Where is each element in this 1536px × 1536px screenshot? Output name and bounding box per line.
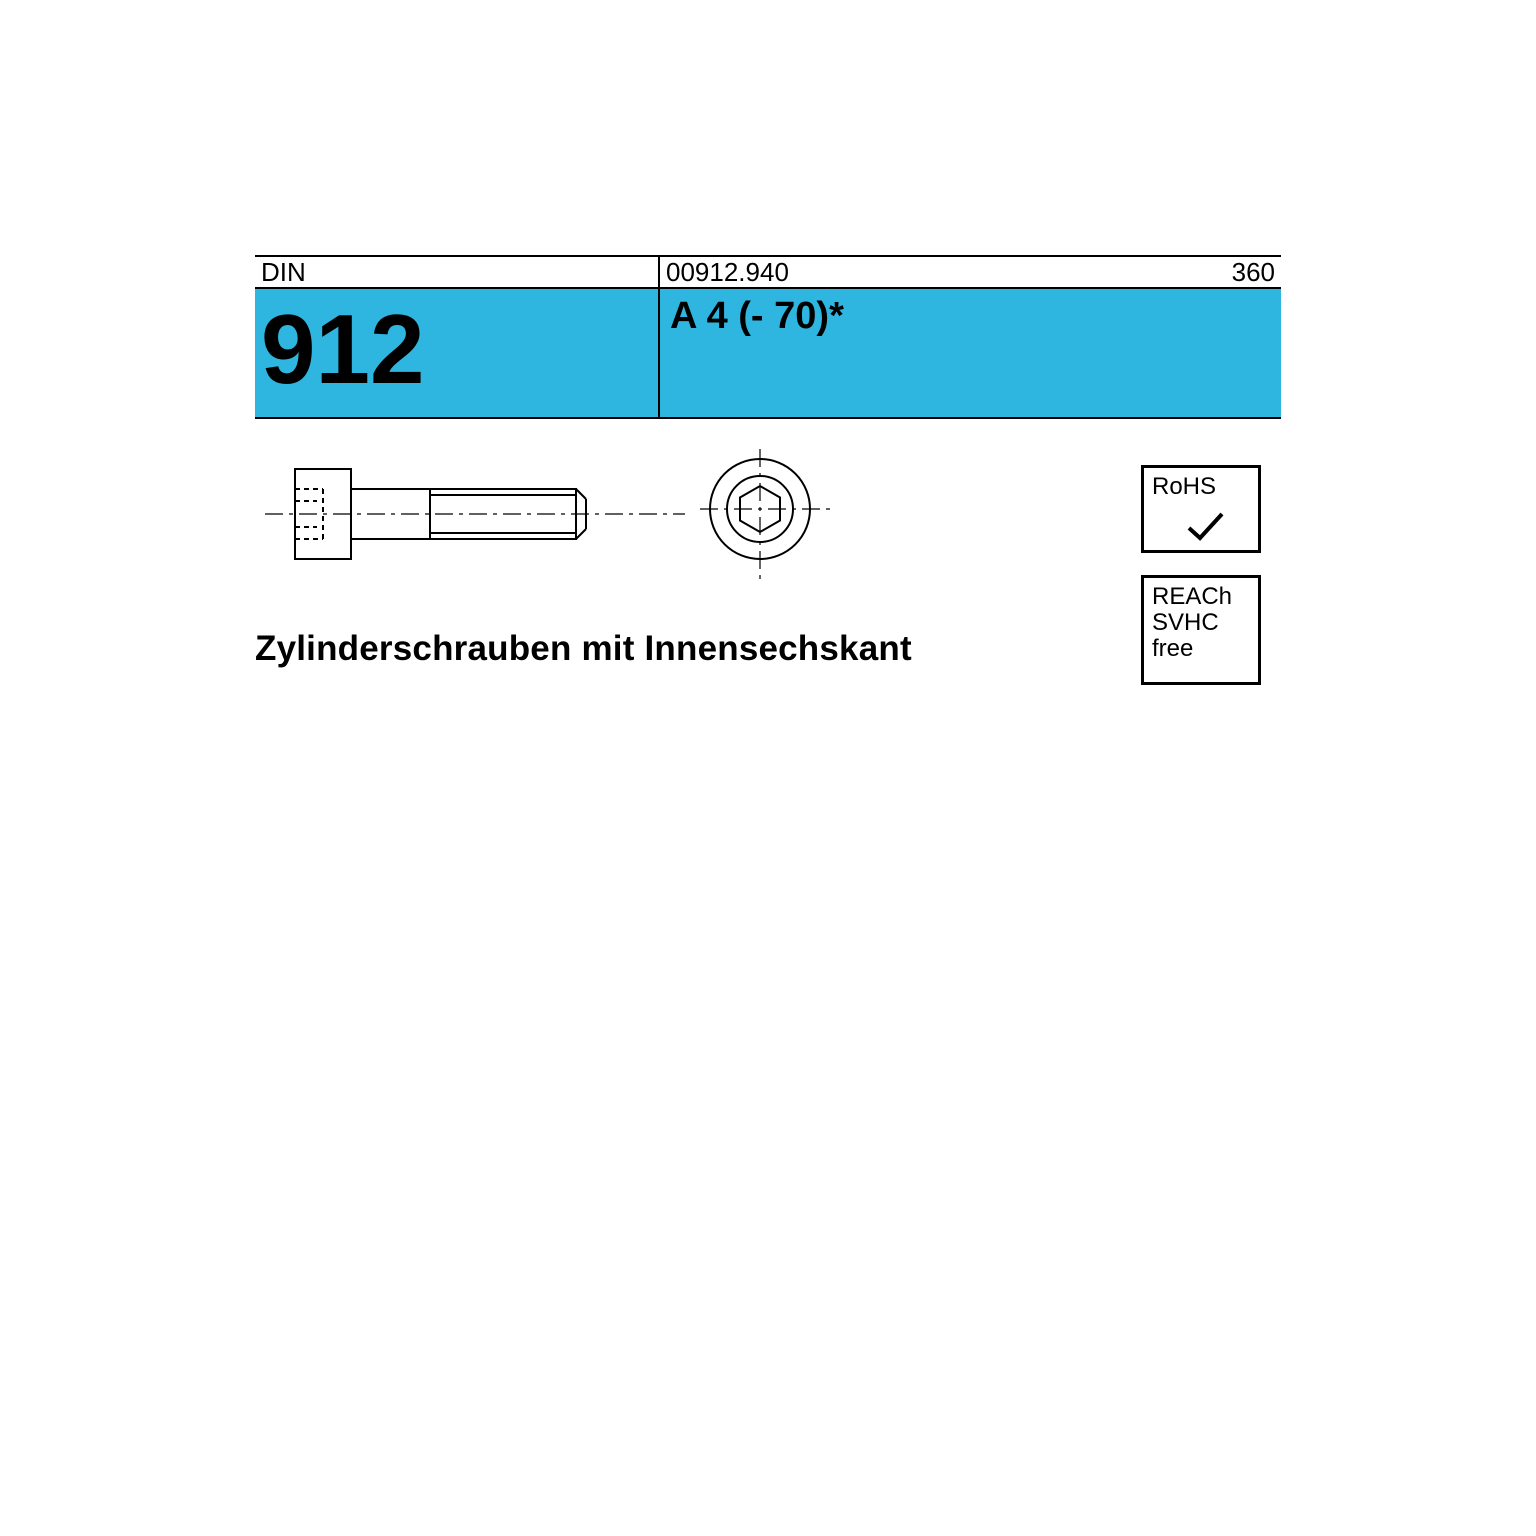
description-row: Zylinderschrauben mit Innensechskant: [255, 589, 1281, 699]
header-code: 00912.940: [660, 257, 1196, 287]
header-standard: DIN: [255, 257, 660, 287]
reach-line3: free: [1152, 636, 1250, 662]
product-description: Zylinderschrauben mit Innensechskant: [255, 629, 912, 668]
reach-line2: SVHC: [1152, 610, 1250, 636]
rohs-label: RoHS: [1152, 474, 1250, 500]
technical-drawing: [255, 419, 1281, 589]
title-band: 912 A 4 (- 70)*: [255, 289, 1281, 419]
rohs-badge: RoHS: [1141, 465, 1261, 553]
reach-line1: REACh: [1152, 584, 1250, 610]
datasheet-card: DIN 00912.940 360 912 A 4 (- 70)*: [255, 255, 1281, 1281]
reach-badge: REACh SVHC free: [1141, 575, 1261, 685]
screw-front-view-icon: [700, 449, 830, 579]
screw-side-view-icon: [265, 459, 685, 579]
material-grade: A 4 (- 70)*: [660, 289, 1281, 417]
din-number: 912: [255, 289, 660, 417]
header-row: DIN 00912.940 360: [255, 255, 1281, 289]
header-number: 360: [1196, 257, 1281, 287]
checkmark-icon: [1186, 510, 1226, 544]
